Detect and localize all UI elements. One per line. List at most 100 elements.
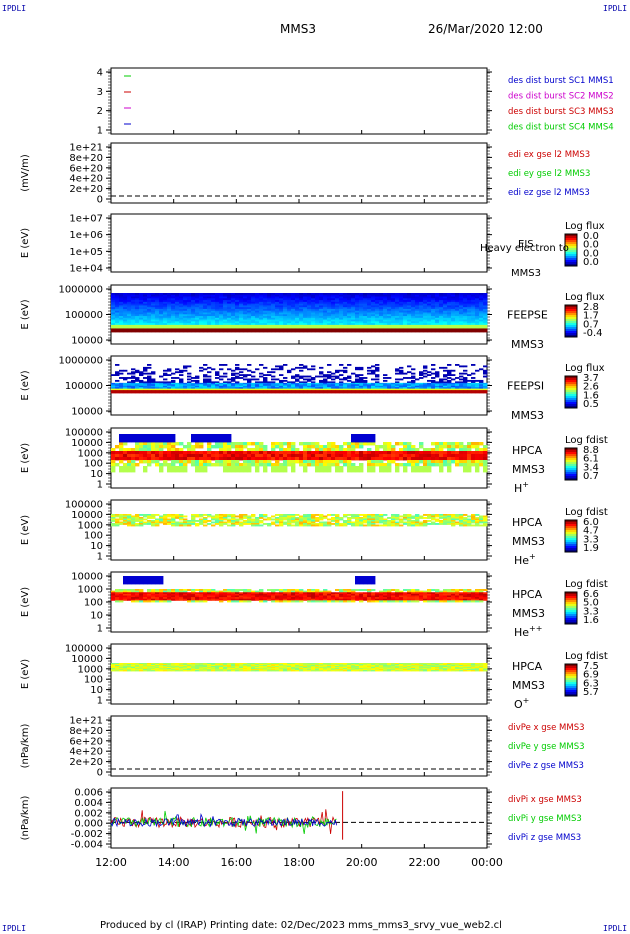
heat-cell [143,388,148,391]
heat-cell [399,300,404,303]
ytick-label: 100 [84,531,103,542]
heat-cell [111,310,116,313]
heat-cell [295,310,300,313]
heat-cell [395,328,400,331]
heat-cell [431,324,436,328]
heat-cell [275,307,280,310]
heat-cell [439,448,444,452]
heat-cell [115,328,120,331]
heat-cell [279,303,284,306]
heat-cell [311,316,316,319]
heat-cell [335,518,340,521]
heat-cell [251,308,256,312]
heat-cell [239,330,244,333]
heat-cell [447,448,452,452]
heat-cell [303,460,308,464]
heat-cell [267,308,272,312]
heat-cell [215,385,220,388]
heat-cell [303,385,308,388]
ytick-label: 100000 [65,428,103,439]
heat-cell [115,451,120,455]
heat-cell [151,371,156,374]
heat-cell [483,457,488,461]
heat-cell [319,524,324,527]
corner-label-top-left: IPDLI [2,4,27,13]
heat-cell [295,305,300,308]
heat-cell [347,518,352,521]
heat-cell [411,377,416,379]
heat-cell [187,310,192,313]
heat-cell [483,391,488,394]
heat-cell [135,390,140,392]
heat-cell [423,317,428,320]
heat-cell [311,308,316,312]
heat-cell [299,391,304,394]
heat-cell [155,524,160,527]
heat-cell [327,364,332,366]
heat-cell [115,312,120,315]
heat-cell [379,317,384,320]
instrument-label: HPCA [512,444,543,457]
heat-cell [287,369,292,372]
heat-cell [439,387,444,390]
heat-cell [343,514,348,516]
heat-cell [355,298,360,301]
colorbar-tick: 3.4 [583,462,599,473]
heat-cell [319,372,324,375]
heat-cell [187,442,192,446]
heat-cell [115,454,120,458]
heat-cell [203,524,208,527]
heat-cell [363,391,368,394]
heat-cell [307,323,312,326]
heat-cell [195,524,200,527]
colorbar-cell [565,376,577,379]
heat-cell [479,321,484,324]
heat-cell [395,466,400,473]
heat-cell [291,524,296,527]
heat-cell [327,310,332,313]
heat-cell [275,454,280,458]
heat-cell [135,308,140,312]
heat-cell [455,317,460,320]
heat-cell [391,314,396,317]
heat-cell [183,293,188,296]
heat-cell [475,382,480,385]
heat-cell [183,466,188,473]
heat-cell [439,442,444,446]
ytick-label: 1 [97,126,103,137]
heat-cell [403,388,408,391]
heat-cell [311,323,316,326]
heat-cell [171,451,176,455]
heat-cell [327,388,332,391]
heat-cell [207,520,212,522]
heat-cell [259,319,264,322]
heat-cell [155,391,160,394]
heat-cell [111,457,116,461]
heat-cell [143,451,148,455]
heat-cell [239,368,244,371]
heat-cell [431,451,436,455]
heat-cell [367,303,372,306]
heat-cell [203,323,208,326]
heat-cell [459,442,464,446]
heat-cell [451,314,456,317]
heat-cell [411,517,416,519]
spacecraft-label: MMS3 [511,268,541,279]
heat-cell [435,319,440,322]
heat-cell [327,390,332,392]
heat-cell [239,451,244,455]
heat-cell [219,307,224,310]
ytick-label: 1e+04 [69,264,103,275]
heat-cell [479,301,484,305]
heat-cell [171,319,176,322]
heat-cell [255,294,260,297]
heat-cell [323,517,328,519]
heat-cell [239,454,244,458]
heat-cell [423,301,428,305]
heat-cell [171,316,176,319]
heat-cell [371,310,376,313]
heat-cell [151,384,156,387]
heat-cell [455,298,460,301]
heat-cell [291,454,296,458]
heat-cell [299,375,304,378]
